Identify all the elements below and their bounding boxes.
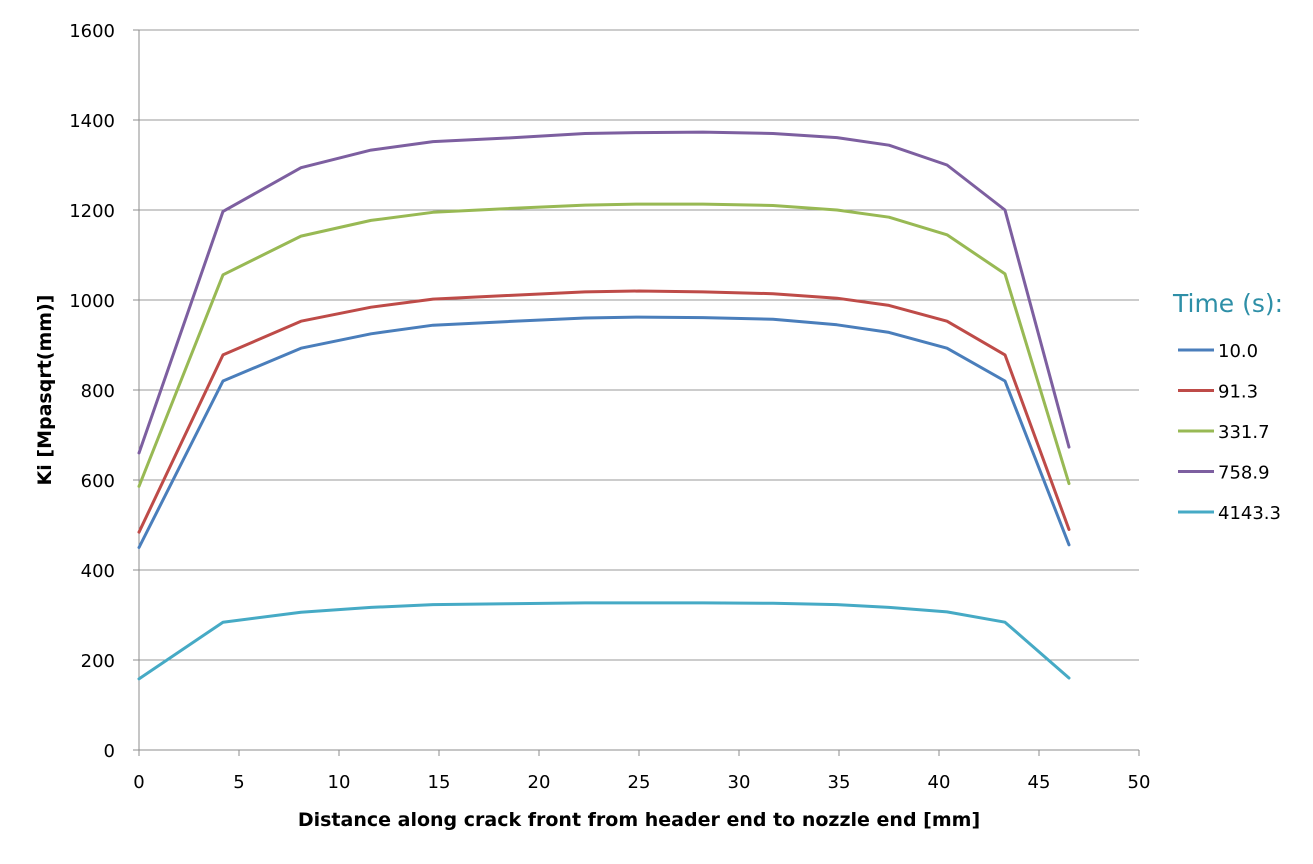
x-tick-label: 0 xyxy=(133,772,144,793)
series-line-91.3 xyxy=(137,289,1071,534)
x-tick-label: 35 xyxy=(828,772,851,793)
legend: Time (s): 10.0 91.3 331.7 758.9 4143.3 xyxy=(1172,289,1283,524)
x-tick-label: 15 xyxy=(428,772,451,793)
legend-label: 91.3 xyxy=(1218,382,1258,403)
x-tick-label: 45 xyxy=(1028,772,1051,793)
x-tick-label: 50 xyxy=(1128,772,1151,793)
y-tick-labels: 0 200 400 600 800 1000 1200 1400 1600 xyxy=(69,21,139,762)
x-tick-labels: 0 5 10 15 20 25 30 35 40 45 50 xyxy=(133,750,1150,793)
series-line-10.0 xyxy=(137,315,1071,549)
series-lines xyxy=(137,130,1071,681)
gridlines xyxy=(139,29,1139,661)
y-tick-label: 0 xyxy=(104,741,115,762)
y-tick-label: 1400 xyxy=(69,111,115,132)
series-line-758.9 xyxy=(137,130,1071,455)
y-tick-label: 800 xyxy=(81,381,115,402)
y-tick-label: 1000 xyxy=(69,291,115,312)
x-tick-label: 30 xyxy=(728,772,751,793)
x-tick-label: 5 xyxy=(233,772,244,793)
y-tick-label: 1200 xyxy=(69,201,115,222)
y-tick-label: 400 xyxy=(81,561,115,582)
x-tick-label: 40 xyxy=(928,772,951,793)
legend-title: Time (s): xyxy=(1172,289,1283,318)
y-tick-label: 1600 xyxy=(69,21,115,42)
y-axis-title: Ki [Mpasqrt(mm)] xyxy=(34,295,56,486)
legend-label: 758.9 xyxy=(1218,463,1270,484)
y-tick-label: 600 xyxy=(81,471,115,492)
x-tick-label: 25 xyxy=(628,772,651,793)
x-tick-label: 20 xyxy=(528,772,551,793)
y-tick-label: 200 xyxy=(81,651,115,672)
x-tick-label: 10 xyxy=(328,772,351,793)
series-line-331.7 xyxy=(137,202,1071,488)
legend-items: 10.0 91.3 331.7 758.9 4143.3 xyxy=(1178,341,1281,524)
legend-label: 331.7 xyxy=(1218,422,1270,443)
series-line-4143.3 xyxy=(137,601,1071,681)
legend-label: 4143.3 xyxy=(1218,503,1281,524)
legend-label: 10.0 xyxy=(1218,341,1258,362)
x-axis-title: Distance along crack front from header e… xyxy=(298,809,980,831)
